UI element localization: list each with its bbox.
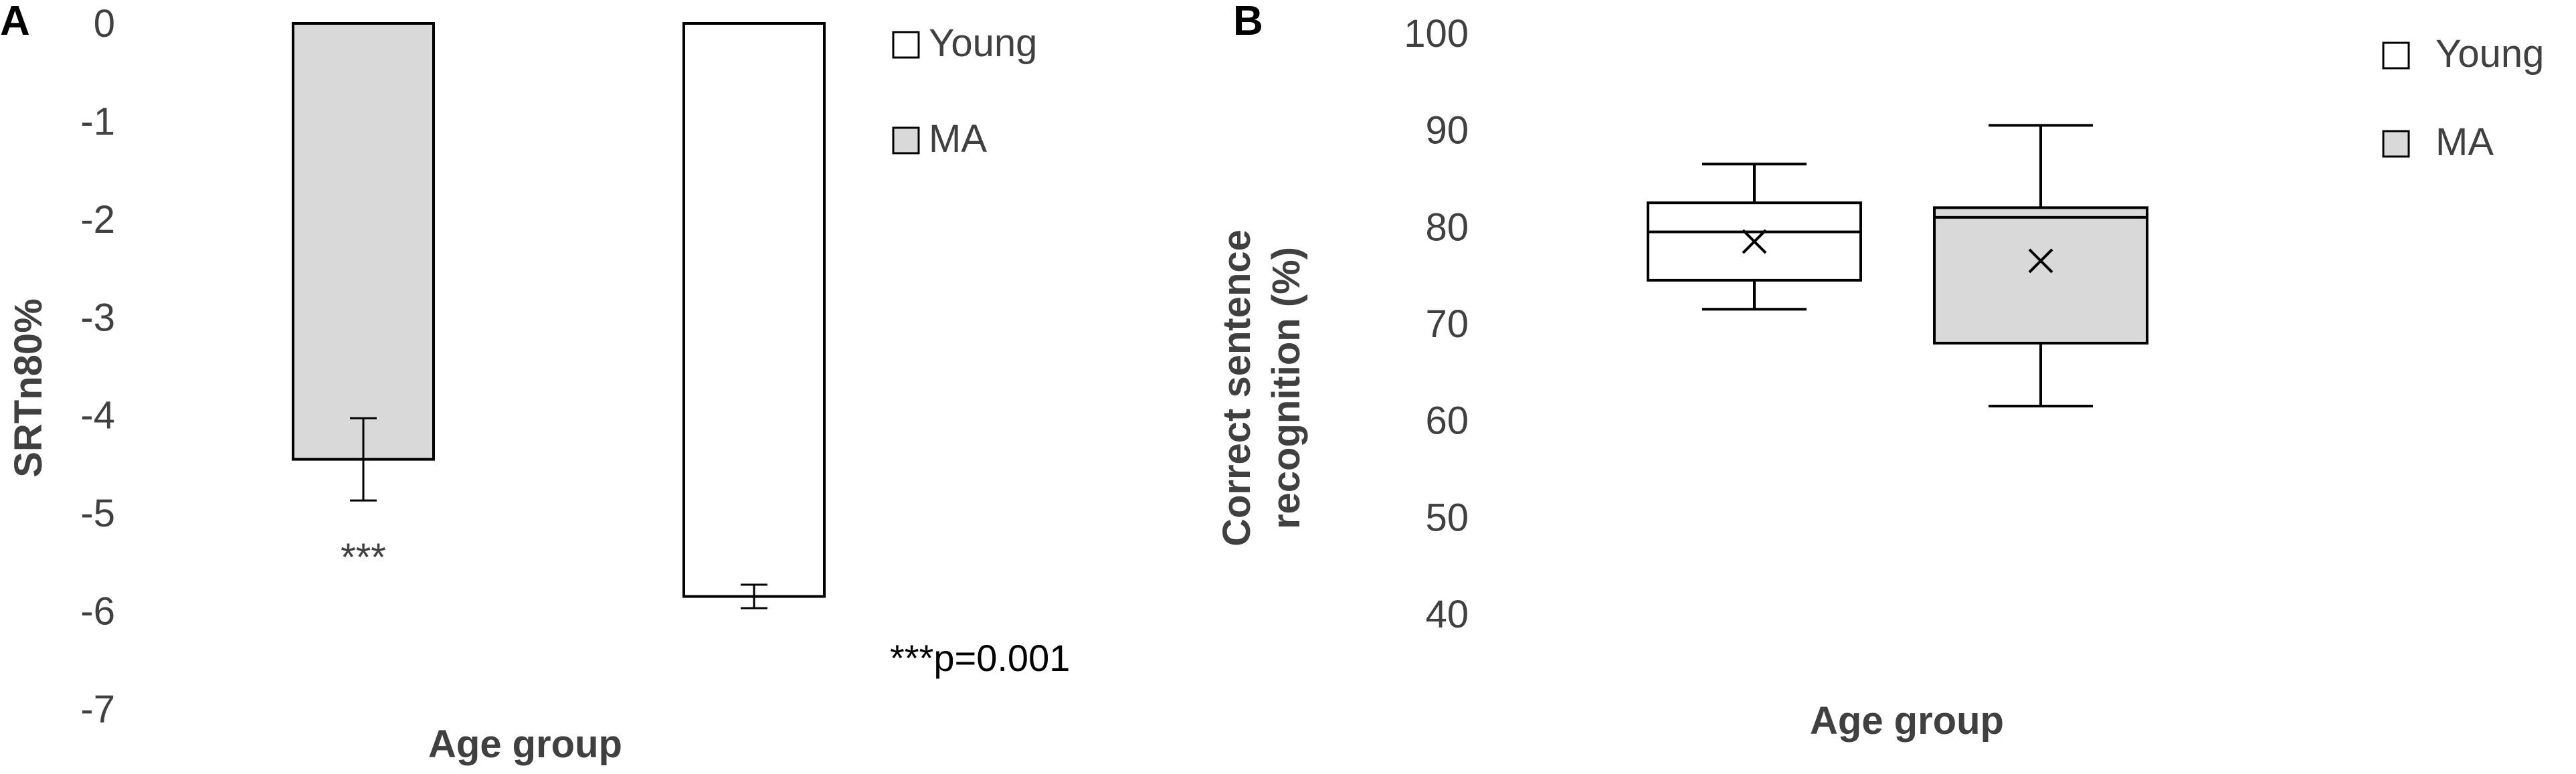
panel-b-y-tick-label: 70 [1425,302,1469,346]
panel-a-bars [292,22,826,609]
panel-a-y-tick-label: -2 [80,198,115,241]
panel-b: B 100 90 80 70 60 50 40 Correct sentence recog… [1215,0,2544,743]
panel-b-legend-swatch [2382,41,2410,70]
panel-b-boxes [1647,124,2148,407]
panel-a-x-axis-title: Age group [428,722,622,766]
panel-b-ma-box [1933,206,2148,345]
panel-b-y-axis-title-line-1: Correct sentence [1215,229,1259,547]
panel-a-y-ticks: 0 -1 -2 -3 -4 -5 -6 -7 [80,2,115,731]
panel-b-y-ticks: 100 90 80 70 60 50 40 [1404,12,1469,636]
panel-a-legend-swatch [892,31,920,59]
panel-a-y-tick-label: -7 [80,688,115,731]
panel-a-bar-young [682,22,826,598]
panel-a-y-tick-label: -4 [80,394,115,438]
panel-b-y-tick-label: 100 [1404,12,1469,56]
panel-a-legend-label: MA [929,117,987,161]
panel-b-y-tick-label: 90 [1425,109,1469,153]
panel-b-x-axis-title: Age group [1810,699,2004,743]
panel-letter-a: A [0,0,30,44]
panel-b-y-tick-label: 40 [1425,593,1469,636]
panel-a-bar-ma [292,22,435,461]
panel-b-ma-mean-marker [2028,248,2053,274]
panel-b-legend-label: Young [2435,32,2544,76]
panel-a: A 0 -1 -2 -3 -4 -5 -6 -7 SRTn80% *** Young MA **… [0,0,1070,766]
panel-a-legend-label: Young [929,21,1037,65]
panel-a-legend: Young MA [892,21,1037,161]
panel-b-legend-label: MA [2435,120,2494,164]
panel-a-y-axis-title: SRTn80% [7,298,50,478]
panel-a-y-tick-label: -1 [80,100,115,143]
panel-a-legend-swatch [892,126,920,155]
panel-a-y-tick-label: -5 [80,492,115,535]
panel-b-y-tick-label: 60 [1425,399,1469,443]
panel-letter-b: B [1233,0,1263,44]
panel-a-y-tick-label: 0 [94,2,115,45]
panel-b-legend-swatch [2382,130,2410,158]
panel-a-significance-marker: *** [341,536,386,579]
panel-b-y-axis-title-line-2: recognition (%) [1265,247,1308,529]
panel-b-y-tick-label: 50 [1425,496,1469,539]
panel-b-legend: Young MA [2382,32,2544,164]
panel-a-significance-note: ***p=0.001 [890,637,1070,679]
panel-b-young-mean-marker [1742,229,1767,254]
panel-a-y-tick-label: -6 [80,590,115,634]
panel-a-y-tick-label: -3 [80,296,115,339]
panel-b-y-tick-label: 80 [1425,205,1469,249]
